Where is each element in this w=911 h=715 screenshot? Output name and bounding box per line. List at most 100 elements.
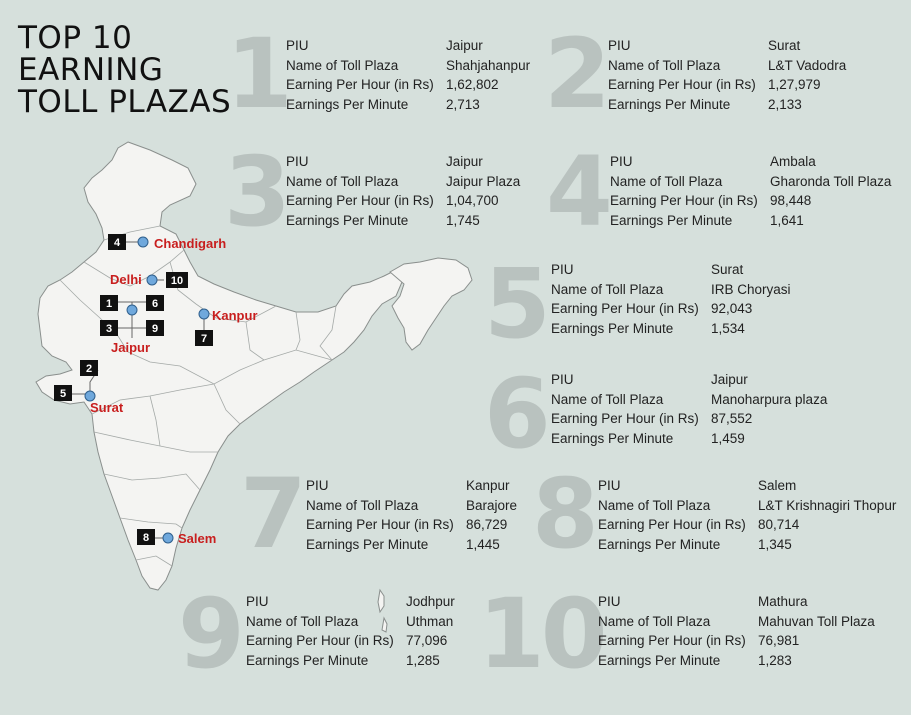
per-hour-label: Earning Per Hour (in Rs) <box>598 517 746 532</box>
per-hour-value: 92,043 <box>711 301 753 316</box>
per-hour-value: 86,729 <box>466 517 508 532</box>
per-hour-label: Earning Per Hour (in Rs) <box>286 77 434 92</box>
pin-surat <box>84 390 96 402</box>
per-minute-label: Earnings Per Minute <box>286 212 409 228</box>
city-labels: Chandigarh Delhi Jaipur Kanpur Surat Sal… <box>90 236 258 546</box>
label-salem: Salem <box>178 531 216 546</box>
svg-text:2: 2 <box>86 363 92 375</box>
piu-label: PIU <box>551 372 574 387</box>
per-minute-value: 2,133 <box>768 96 802 112</box>
plaza-label: Name of Toll Plaza <box>286 57 399 73</box>
plaza-card-2: PIU Surat Name of Toll Plaza L&T Vadodra E… <box>608 36 846 114</box>
plaza-label: Name of Toll Plaza <box>598 497 711 513</box>
pin-kanpur <box>198 308 210 320</box>
badge-9: 9 <box>146 320 164 336</box>
label-chandigarh: Chandigarh <box>154 236 226 251</box>
per-hour-value: 76,981 <box>758 633 800 648</box>
badge-6: 6 <box>146 295 164 311</box>
plaza-label: Name of Toll Plaza <box>608 57 721 73</box>
city-pins <box>84 236 210 544</box>
rank-number: 2 <box>544 18 611 130</box>
per-hour-label: Earning Per Hour (in Rs) <box>598 633 746 648</box>
plaza-value: Jaipur Plaza <box>446 173 521 189</box>
piu-value: Surat <box>768 38 801 53</box>
piu-label: PIU <box>286 38 309 53</box>
per-hour-value: 77,096 <box>406 633 448 648</box>
plaza-value: Uthman <box>406 613 454 629</box>
pin-jaipur <box>126 304 138 316</box>
plaza-card-5: PIU Surat Name of Toll Plaza IRB Choryasi … <box>551 260 791 338</box>
piu-value: Surat <box>711 262 744 277</box>
plaza-value: Manoharpura plaza <box>711 391 828 407</box>
svg-text:9: 9 <box>152 323 158 335</box>
plaza-card-6: PIU Jaipur Name of Toll Plaza Manoharpura … <box>551 370 827 448</box>
pin-salem <box>162 532 174 544</box>
svg-text:3: 3 <box>106 323 112 335</box>
india-outline <box>35 141 473 633</box>
piu-label: PIU <box>551 262 574 277</box>
badge-7: 7 <box>195 330 213 346</box>
piu-label: PIU <box>598 594 621 609</box>
title-line: TOLL PLAZAS <box>18 84 232 120</box>
per-hour-label: Earning Per Hour (in Rs) <box>286 193 434 208</box>
per-minute-value: 1,459 <box>711 430 745 446</box>
badge-2: 2 <box>80 360 98 376</box>
per-minute-value: 1,285 <box>406 652 440 668</box>
piu-value: Jaipur <box>446 38 483 53</box>
plaza-value: L&T Krishnagiri Thopur <box>758 497 897 513</box>
per-hour-value: 1,04,700 <box>446 193 499 208</box>
plaza-card-4: PIU Ambala Name of Toll Plaza Gharonda Tol… <box>610 152 891 230</box>
plaza-value: L&T Vadodra <box>768 57 847 73</box>
svg-text:1: 1 <box>106 298 112 310</box>
label-delhi: Delhi <box>110 272 142 287</box>
plaza-label: Name of Toll Plaza <box>598 613 711 629</box>
plaza-value: Mahuvan Toll Plaza <box>758 613 875 629</box>
svg-text:8: 8 <box>143 532 149 544</box>
plaza-card-9: PIU Jodhpur Name of Toll Plaza Uthman Earn… <box>246 592 455 670</box>
per-hour-value: 98,448 <box>770 193 812 208</box>
per-hour-label: Earning Per Hour (in Rs) <box>608 77 756 92</box>
badge-8: 8 <box>137 529 155 545</box>
per-minute-value: 2,713 <box>446 96 480 112</box>
plaza-label: Name of Toll Plaza <box>246 613 359 629</box>
per-minute-value: 1,283 <box>758 652 792 668</box>
plaza-card-1: PIU Jaipur Name of Toll Plaza Shahjahanpur… <box>286 36 530 114</box>
svg-text:5: 5 <box>60 388 66 400</box>
piu-value: Ambala <box>770 154 816 169</box>
plaza-value: Barajore <box>466 497 518 513</box>
plaza-card-3: PIU Jaipur Name of Toll Plaza Jaipur Plaza… <box>286 152 520 230</box>
badge-1: 1 <box>100 295 118 311</box>
piu-value: Jodhpur <box>406 594 455 609</box>
rank-number: 3 <box>224 136 291 248</box>
plaza-value: IRB Choryasi <box>711 281 791 297</box>
per-hour-value: 80,714 <box>758 517 800 532</box>
per-minute-value: 1,745 <box>446 212 480 228</box>
svg-text:7: 7 <box>201 333 207 345</box>
per-minute-label: Earnings Per Minute <box>598 652 721 668</box>
plaza-label: Name of Toll Plaza <box>551 281 664 297</box>
plaza-label: Name of Toll Plaza <box>306 497 419 513</box>
piu-value: Jaipur <box>446 154 483 169</box>
per-minute-label: Earnings Per Minute <box>598 536 721 552</box>
per-hour-value: 1,27,979 <box>768 77 821 92</box>
infographic-title: TOP 10 EARNING TOLL PLAZAS <box>18 22 231 118</box>
per-hour-label: Earning Per Hour (in Rs) <box>306 517 454 532</box>
per-minute-label: Earnings Per Minute <box>246 652 369 668</box>
per-minute-value: 1,641 <box>770 212 804 228</box>
per-hour-value: 1,62,802 <box>446 77 499 92</box>
label-kanpur: Kanpur <box>212 308 258 323</box>
label-jaipur: Jaipur <box>111 340 150 355</box>
rank-number: 7 <box>240 458 307 570</box>
rank-badges: 1 2 3 4 5 6 7 8 9 10 <box>54 234 213 545</box>
per-minute-value: 1,445 <box>466 536 500 552</box>
plaza-card-8: PIU Salem Name of Toll Plaza L&T Krishnagi… <box>598 476 896 554</box>
piu-label: PIU <box>610 154 633 169</box>
piu-label: PIU <box>598 478 621 493</box>
rank-number: 8 <box>532 458 599 570</box>
per-minute-label: Earnings Per Minute <box>551 430 674 446</box>
piu-label: PIU <box>246 594 269 609</box>
rank-number: 9 <box>178 578 245 690</box>
piu-label: PIU <box>306 478 329 493</box>
